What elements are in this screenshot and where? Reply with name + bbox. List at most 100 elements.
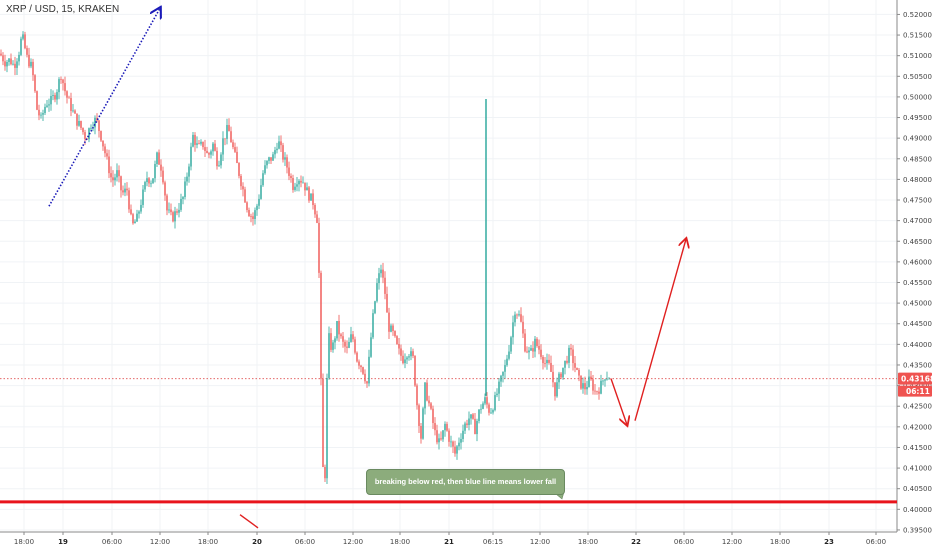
drawn-trend-line xyxy=(610,378,627,425)
candle-body xyxy=(396,336,398,345)
candle-body xyxy=(442,430,444,440)
candle-body xyxy=(296,184,298,187)
candle-body xyxy=(316,214,318,223)
candle-body xyxy=(550,362,552,372)
candle-body xyxy=(580,375,582,389)
candle-body xyxy=(238,163,240,176)
candle-body xyxy=(12,63,14,65)
candle-body xyxy=(476,420,478,435)
candle-body xyxy=(362,367,364,374)
candle-body xyxy=(528,350,530,353)
candle-body xyxy=(516,314,518,316)
candle-body xyxy=(308,187,310,201)
price-tick-label: 0.39500 xyxy=(903,526,932,534)
candle-body xyxy=(230,131,232,143)
candle-body xyxy=(392,325,394,331)
candle-body xyxy=(380,269,382,274)
candle-body xyxy=(140,204,142,212)
time-tick-label: 23 xyxy=(824,538,834,546)
candle-body xyxy=(298,180,300,185)
candle-body xyxy=(556,382,558,397)
candle-body xyxy=(90,127,92,129)
candle-body xyxy=(510,337,512,352)
candle-body xyxy=(64,83,66,92)
price-tick-label: 0.47000 xyxy=(903,217,932,225)
time-tick-label: 06:15 xyxy=(483,538,503,546)
candle-body xyxy=(294,186,296,190)
candle-body xyxy=(368,356,370,384)
candle-body xyxy=(384,277,386,294)
candle-body xyxy=(408,356,410,358)
candle-body xyxy=(194,134,196,145)
candle-body xyxy=(290,175,292,179)
time-tick-label: 18:00 xyxy=(390,538,410,546)
candle-body xyxy=(590,376,592,380)
price-tick-label: 0.51000 xyxy=(903,52,932,60)
candle-body xyxy=(592,379,594,391)
candle-body xyxy=(582,383,584,389)
candle-body xyxy=(160,164,162,171)
candle-body xyxy=(124,188,126,193)
candle-body xyxy=(36,91,38,110)
candle-body xyxy=(276,148,278,151)
candle-body xyxy=(536,338,538,347)
candle-body xyxy=(20,38,22,55)
candle-body xyxy=(44,106,46,114)
candle-body xyxy=(572,349,574,364)
candle-body xyxy=(146,178,148,183)
candle-body xyxy=(498,381,500,394)
candle-body xyxy=(224,138,226,140)
price-tick-label: 0.45500 xyxy=(903,279,932,287)
current-price-label: 0.43168 xyxy=(901,375,932,384)
candle-body xyxy=(102,140,104,147)
candle-body xyxy=(76,113,78,126)
candle-body xyxy=(330,333,332,350)
candle-body xyxy=(470,414,472,419)
price-tick-label: 0.50500 xyxy=(903,73,932,81)
candle-body xyxy=(598,391,600,394)
countdown-label: 06:11 xyxy=(906,387,930,396)
candle-body xyxy=(558,373,560,383)
candle-body xyxy=(50,96,52,105)
candle-body xyxy=(364,373,366,382)
candle-body xyxy=(116,170,118,178)
candle-body xyxy=(82,127,84,133)
drawn-trend-line xyxy=(239,514,259,529)
candle-body xyxy=(534,338,536,352)
candle-body xyxy=(480,408,482,410)
time-tick-label: 12:00 xyxy=(530,538,550,546)
candle-body xyxy=(358,361,360,366)
candle-body xyxy=(4,61,6,67)
candle-body xyxy=(168,209,170,211)
candle-body xyxy=(402,355,404,364)
candle-body xyxy=(110,173,112,178)
drawn-trend-line xyxy=(634,239,686,421)
candle-body xyxy=(228,125,230,132)
candle-body xyxy=(112,177,114,181)
price-tick-label: 0.49500 xyxy=(903,114,932,122)
candle-body xyxy=(164,182,166,196)
candle-body xyxy=(62,79,64,84)
candle-body xyxy=(152,178,154,184)
candle-body xyxy=(174,211,176,222)
candle-body xyxy=(424,382,426,409)
candle-body xyxy=(246,202,248,211)
price-tick-label: 0.46500 xyxy=(903,238,932,246)
candle-body xyxy=(204,147,206,151)
candle-body xyxy=(454,446,456,454)
candle-body xyxy=(406,357,408,360)
price-tick-label: 0.47500 xyxy=(903,197,932,205)
candle-body xyxy=(430,403,432,409)
candle-body xyxy=(422,408,424,439)
price-tick-label: 0.45000 xyxy=(903,300,932,308)
candle-body xyxy=(518,314,520,316)
annotation-callout[interactable]: breaking below red, then blue line means… xyxy=(366,469,565,495)
candle-body xyxy=(532,348,534,352)
price-tick-label: 0.42500 xyxy=(903,403,932,411)
candle-body xyxy=(148,178,150,184)
candle-body xyxy=(268,157,270,161)
candle-body xyxy=(300,180,302,183)
price-tick-label: 0.51500 xyxy=(903,32,932,40)
candle-body xyxy=(546,359,548,364)
